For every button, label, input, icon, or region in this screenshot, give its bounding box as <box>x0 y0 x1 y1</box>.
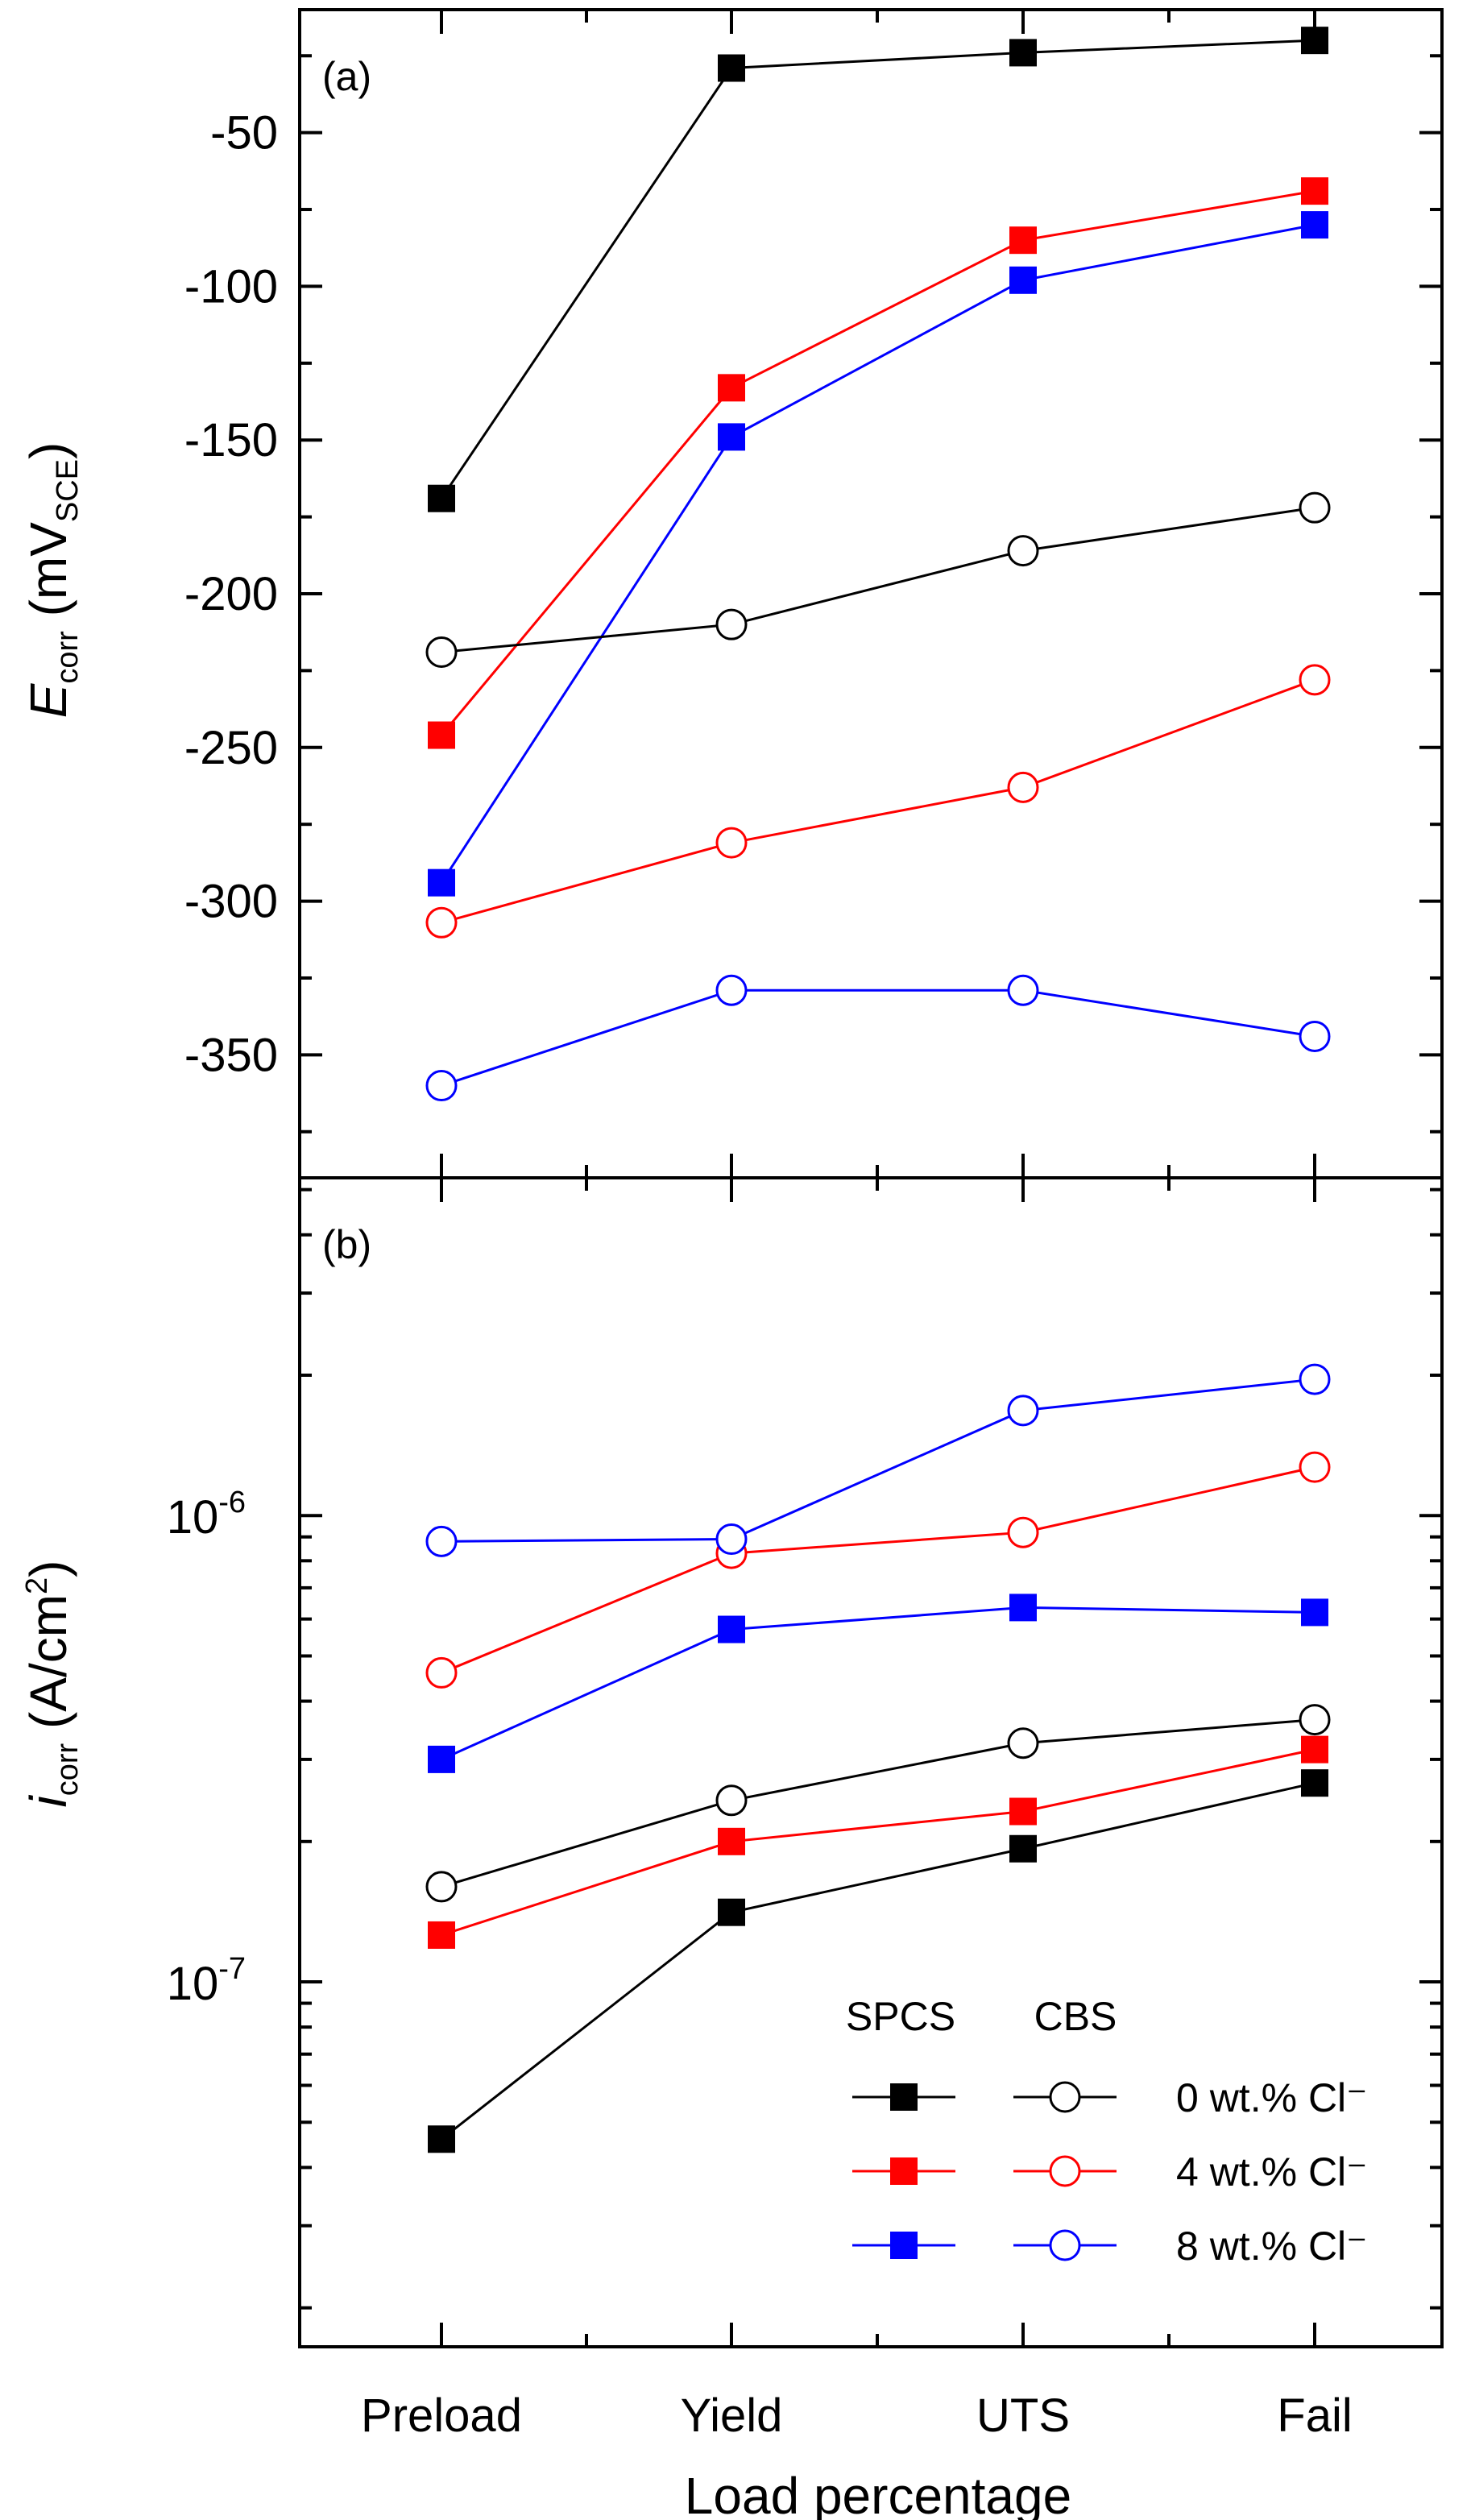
legend-label: 4 wt.% Cl⁻ <box>1176 2149 1368 2195</box>
data-point-circle <box>715 608 748 640</box>
data-point-circle <box>425 1871 458 1903</box>
legend-marker-square <box>890 2083 918 2111</box>
x-axis-title: Load percentage <box>685 2467 1071 2520</box>
y-tick-label-a: -50 <box>210 107 278 160</box>
x-tick-label: Preload <box>361 2389 522 2442</box>
series-line <box>440 189 1315 736</box>
data-point-circle <box>1299 1451 1331 1483</box>
x-tick-label: Yield <box>681 2389 783 2442</box>
series-line <box>441 678 1315 924</box>
panel-b-frame <box>298 1176 1444 2348</box>
data-point-square <box>428 1921 455 1949</box>
y-tick-label-a: -150 <box>184 414 278 466</box>
legend-marker-circle <box>1049 2155 1081 2187</box>
series-line <box>441 1465 1315 1674</box>
data-point-circle <box>1007 1727 1039 1759</box>
data-point-square <box>428 721 455 749</box>
axes: Preload Yield UTS Fail -50 -100 -150 -200 -250 -3… <box>167 8 1444 2442</box>
x-tick-label: Fail <box>1277 2389 1352 2442</box>
legend-marker-square <box>890 2232 918 2259</box>
data-point-circle <box>715 1523 748 1556</box>
data-point-square <box>718 1898 745 1926</box>
data-point-square <box>1009 266 1037 294</box>
series-line <box>441 989 1315 1087</box>
y-tick-label-b: 10-6 <box>167 1486 246 1544</box>
legend-marker-square <box>890 2157 918 2185</box>
series-line <box>441 1378 1315 1543</box>
x-tick-label: UTS <box>976 2389 1070 2442</box>
series-line <box>441 1748 1315 1937</box>
legend-header-cbs: CBS <box>1034 1994 1117 2039</box>
data-point-circle <box>425 1525 458 1557</box>
data-point-square <box>428 484 455 512</box>
data-point-square <box>718 374 745 402</box>
data-point-square <box>718 54 745 82</box>
legend-marker-circle <box>1049 2081 1081 2113</box>
y-tick-label-a: -300 <box>184 876 278 928</box>
series-line <box>441 506 1315 653</box>
data-point-circle <box>1007 1516 1039 1548</box>
data-point-circle <box>1007 535 1039 567</box>
data-point-circle <box>715 1784 748 1817</box>
data-point-square <box>1301 177 1328 205</box>
y-tick-label-b: 10-7 <box>167 1952 246 2010</box>
data-point-circle <box>425 1656 458 1689</box>
data-point-square <box>428 2125 455 2153</box>
series-line <box>440 39 1315 499</box>
data-point-circle <box>425 906 458 939</box>
data-point-square <box>718 1827 745 1855</box>
series-line <box>441 1781 1315 2141</box>
series-line <box>441 1718 1315 1888</box>
series-line <box>441 1606 1315 1761</box>
y-tick-label-a: -350 <box>184 1029 278 1081</box>
legend: SPCS CBS 0 wt.% Cl⁻ 4 wt.% Cl⁻ 8 wt.% Cl⁻ <box>846 1994 1368 2269</box>
y-tick-label-a: -200 <box>184 568 278 620</box>
data-point-square <box>1009 226 1037 255</box>
data-point-square <box>1009 1594 1037 1622</box>
legend-marker-circle <box>1049 2229 1081 2261</box>
data-point-square <box>1301 211 1328 239</box>
y-tick-label-a: -250 <box>184 722 278 774</box>
panel-a-plot <box>425 27 1331 1102</box>
panel-b-label: (b) <box>322 1222 371 1267</box>
data-point-circle <box>1299 491 1331 524</box>
y-axis-title-a: Ecorr (mVSCE) <box>19 442 85 719</box>
data-point-square <box>1301 1735 1328 1764</box>
y-axis-title-b: icorr (A/cm2) <box>19 1560 85 1808</box>
series-line <box>440 223 1315 884</box>
data-point-square <box>1301 1598 1328 1627</box>
data-point-square <box>1009 1797 1037 1826</box>
data-point-circle <box>715 974 748 1006</box>
data-point-square <box>1009 1834 1037 1863</box>
legend-header-spcs: SPCS <box>846 1994 955 2039</box>
data-point-square <box>718 1615 745 1643</box>
panel-a-frame <box>298 8 1444 1179</box>
data-point-square <box>428 868 455 897</box>
data-point-circle <box>425 636 458 668</box>
data-point-square <box>1301 1769 1328 1797</box>
data-point-circle <box>1007 1395 1039 1427</box>
data-point-circle <box>1007 974 1039 1006</box>
data-point-circle <box>1007 771 1039 803</box>
panel-b-plot <box>425 1363 1331 2153</box>
data-point-square <box>718 423 745 451</box>
data-point-square <box>428 1745 455 1773</box>
legend-label: 8 wt.% Cl⁻ <box>1176 2224 1368 2269</box>
data-point-circle <box>1299 664 1331 696</box>
data-point-circle <box>425 1070 458 1102</box>
data-point-circle <box>1299 1363 1331 1395</box>
panel-a-label: (a) <box>322 54 371 99</box>
data-point-square <box>1009 39 1037 67</box>
legend-label: 0 wt.% Cl⁻ <box>1176 2075 1368 2120</box>
data-point-circle <box>1299 1020 1331 1052</box>
data-point-circle <box>715 827 748 859</box>
data-point-circle <box>1299 1704 1331 1736</box>
y-tick-label-a: -100 <box>184 260 278 313</box>
